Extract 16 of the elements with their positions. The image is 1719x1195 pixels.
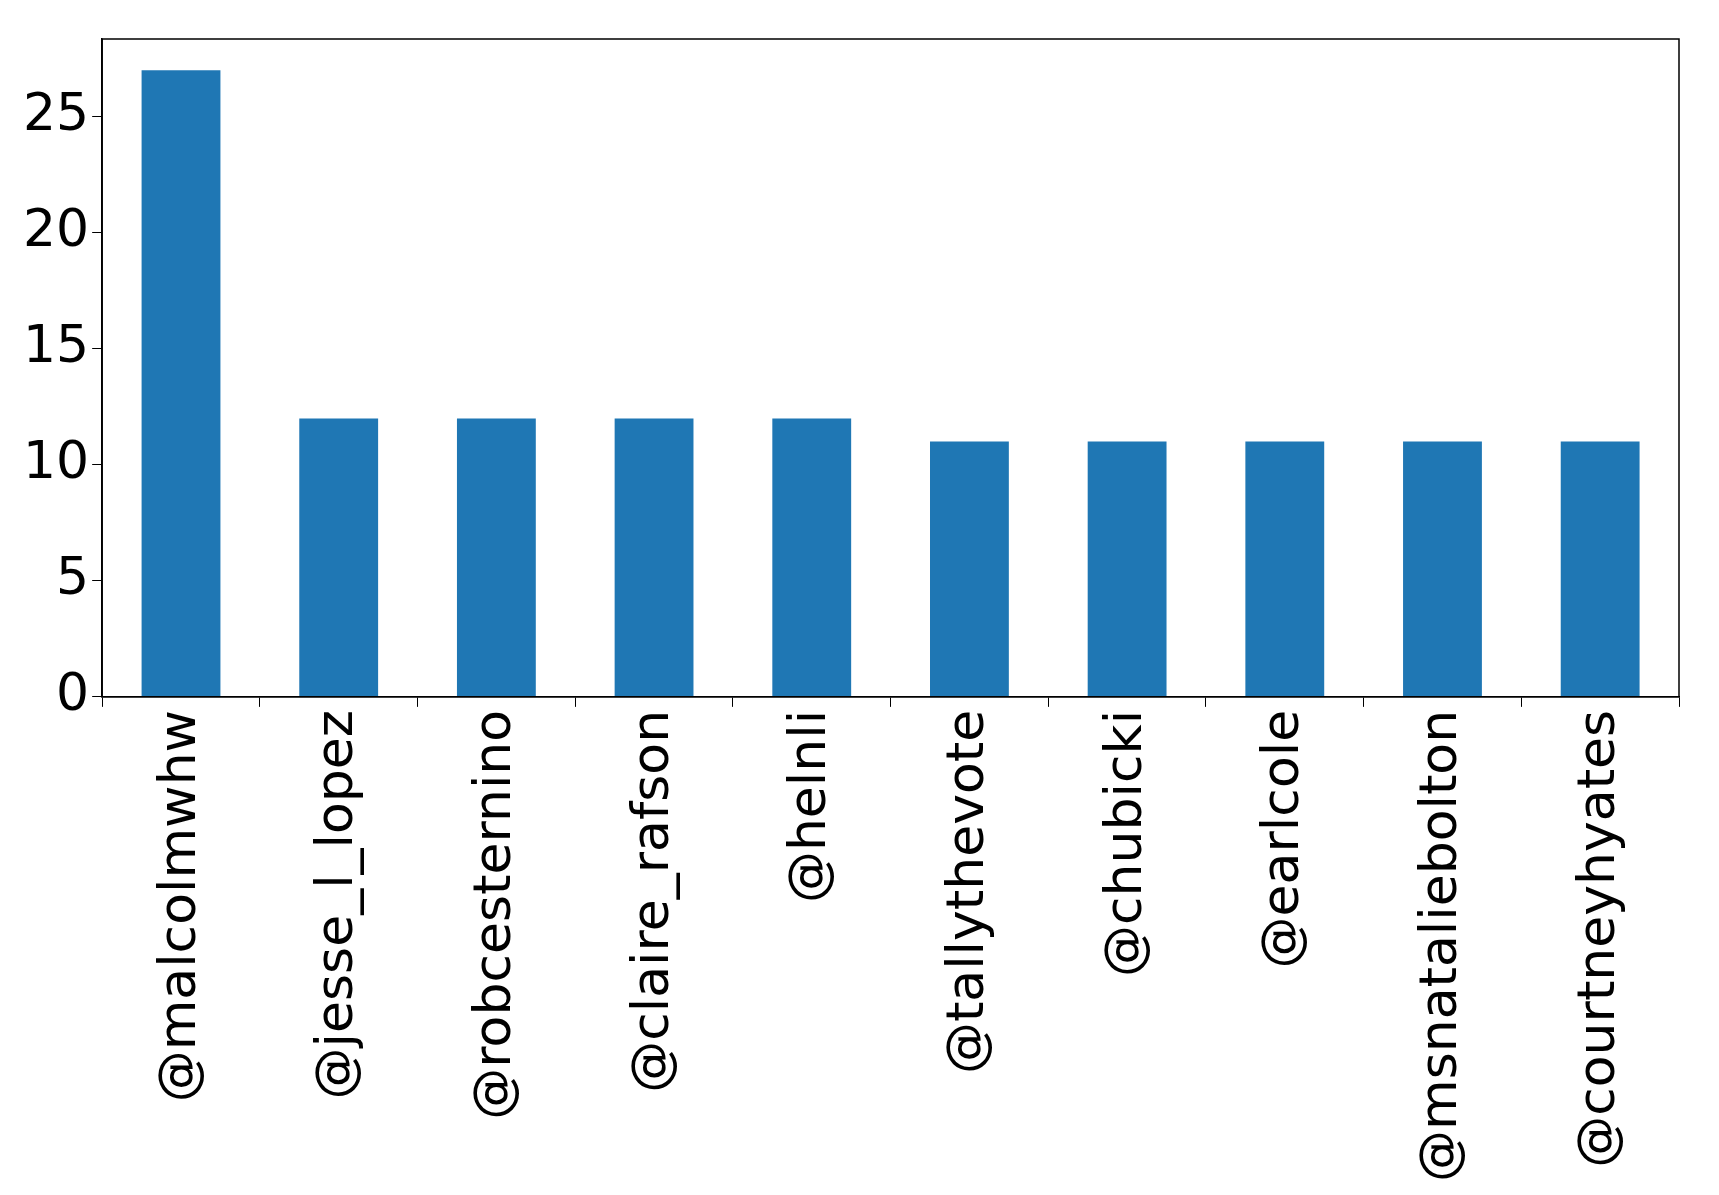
x-tick-label: @helnli <box>777 709 838 904</box>
x-tick-label: @courtneyhyates <box>1565 709 1626 1168</box>
y-tick-label: 0 <box>56 662 90 723</box>
x-tick-label: @msnataliebolton <box>1407 709 1468 1182</box>
y-tick-label: 10 <box>23 430 90 491</box>
y-tick-label: 25 <box>23 82 90 143</box>
x-tick-label: @malcolmwhw <box>146 709 207 1103</box>
x-tick-label: @chubicki <box>1092 709 1153 977</box>
y-tick-label: 20 <box>23 198 90 259</box>
x-tick-label: @claire_rafson <box>619 709 680 1093</box>
y-tick-label: 15 <box>23 314 90 375</box>
x-tick-label: @robcesternino <box>461 709 522 1120</box>
x-tick-label: @tallythevote <box>934 709 995 1075</box>
x-tick-label: @jesse_l_lopez <box>304 709 365 1100</box>
y-tick-label: 5 <box>56 546 90 607</box>
x-tick-label: @earlcole <box>1250 709 1311 969</box>
